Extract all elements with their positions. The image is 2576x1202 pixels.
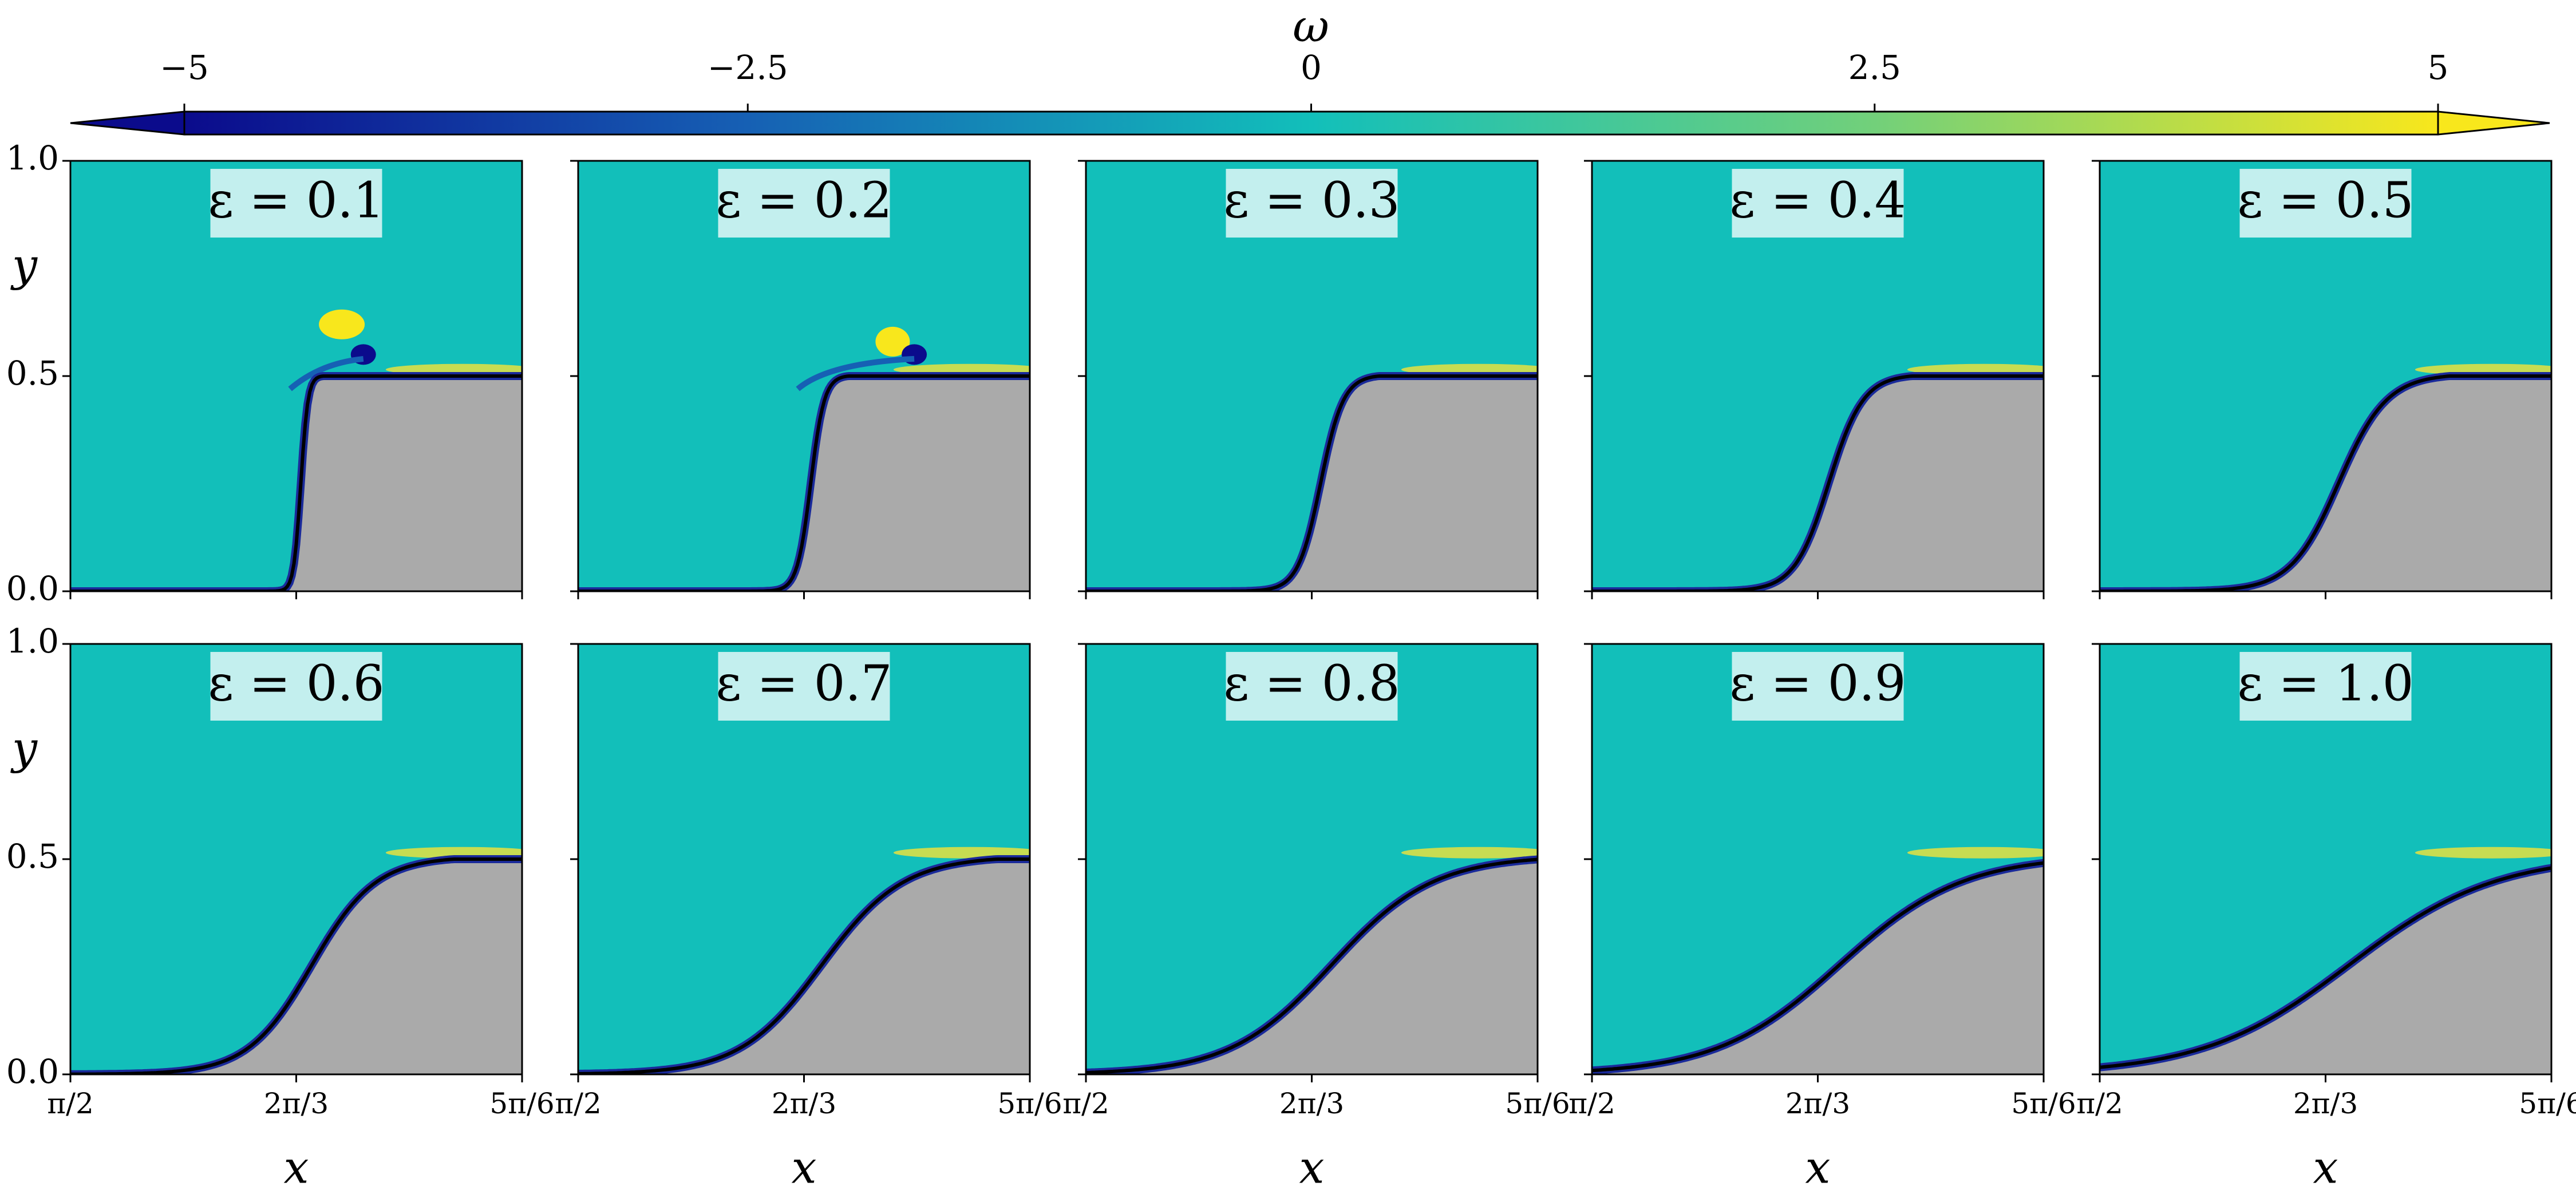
boundary — [1592, 861, 2044, 1073]
solid-region — [578, 376, 1030, 591]
x-tick-label: π/2 — [2076, 1087, 2123, 1120]
x-tick-label: 5π/6 — [2011, 1087, 2076, 1120]
title-box — [718, 169, 890, 238]
title-box — [1732, 169, 1904, 238]
shear-layer — [2415, 847, 2551, 859]
colorbar-extend-high — [2437, 110, 2550, 136]
solid-region — [1086, 859, 1538, 1074]
shear-layer — [1401, 847, 1538, 859]
solid-region — [1592, 863, 2044, 1074]
panel — [1086, 161, 1538, 591]
panel-title: ε = 0.2 — [716, 172, 892, 230]
title-box — [1732, 652, 1904, 721]
x-tick-label: π/2 — [1062, 1087, 1109, 1120]
x-axis-label: x — [1299, 1142, 1325, 1194]
x-tick-label: 5π/6 — [489, 1087, 554, 1120]
x-tick-label: π/2 — [555, 1087, 602, 1120]
x-axis-label: x — [1805, 1142, 1831, 1194]
shear-layer — [1907, 847, 2044, 859]
y-tick-label: 0.0 — [6, 1052, 59, 1091]
title-box — [2239, 652, 2412, 721]
y-axis-label: y — [10, 240, 38, 291]
panel-title: ε = 0.7 — [716, 655, 892, 713]
x-tick-label: 5π/6 — [1505, 1087, 1570, 1120]
solid-region — [70, 859, 522, 1074]
panel-title: ε = 0.3 — [1223, 172, 1400, 230]
panel-title: ε = 0.6 — [208, 655, 384, 713]
boundary — [2100, 866, 2551, 1069]
boundary — [1086, 857, 1538, 1074]
x-tick-label: 2π/3 — [2293, 1087, 2358, 1120]
title-box — [210, 169, 382, 238]
boundary — [578, 374, 1030, 591]
solid-region — [2100, 868, 2551, 1074]
x-tick-label: 2π/3 — [772, 1087, 836, 1120]
panel-title: ε = 1.0 — [2237, 655, 2413, 713]
panel — [1592, 161, 2044, 591]
colorbar-tick-label: 0 — [1301, 48, 1322, 87]
panel — [1086, 644, 1538, 1074]
solid-region — [578, 859, 1030, 1074]
x-tick-label: π/2 — [1568, 1087, 1615, 1120]
title-box — [718, 652, 890, 721]
x-tick-label: 2π/3 — [1279, 1087, 1344, 1120]
boundary — [70, 857, 522, 1074]
y-axis-label: y — [10, 723, 38, 774]
panel-title: ε = 0.5 — [2237, 172, 2413, 230]
solid-region — [2100, 376, 2551, 591]
colorbar — [183, 110, 2439, 136]
panel-title: ε = 0.1 — [208, 172, 384, 230]
x-axis-label: x — [792, 1142, 817, 1194]
x-tick-label: 5π/6 — [997, 1087, 1062, 1120]
y-tick-label: 0.5 — [6, 837, 59, 876]
colorbar-tick-label: −5 — [160, 48, 209, 87]
x-tick-label: 5π/6 — [2519, 1087, 2576, 1120]
colorbar-tick-label: 5 — [2428, 48, 2449, 87]
x-tick-label: 2π/3 — [264, 1087, 329, 1120]
colorbar-tick-label: 2.5 — [1848, 48, 1901, 87]
colorbar-label: ω — [1293, 1, 1329, 53]
title-box — [1226, 169, 1398, 238]
boundary — [1086, 374, 1538, 591]
x-tick-label: π/2 — [47, 1087, 94, 1120]
panel-title: ε = 0.9 — [1729, 655, 1906, 713]
boundary — [578, 857, 1030, 1074]
y-tick-label: 1.0 — [6, 622, 59, 661]
vortex — [319, 309, 365, 339]
solid-region — [1086, 376, 1538, 591]
y-tick-label: 0.5 — [6, 354, 59, 393]
y-tick-label: 0.0 — [6, 569, 59, 608]
boundary — [70, 374, 522, 591]
panel-title: ε = 0.8 — [1223, 655, 1400, 713]
colorbar-extend-low — [70, 110, 185, 136]
title-box — [210, 652, 382, 721]
x-axis-label: x — [2313, 1142, 2338, 1194]
y-tick-label: 1.0 — [6, 139, 59, 177]
colorbar-tick-label: −2.5 — [708, 48, 788, 87]
vortex — [875, 326, 910, 357]
x-tick-label: 2π/3 — [1785, 1087, 1850, 1120]
panel-title: ε = 0.4 — [1729, 172, 1906, 230]
solid-region — [70, 376, 522, 591]
x-axis-label: x — [284, 1142, 309, 1194]
solid-region — [1592, 376, 2044, 591]
vortex-filament — [796, 355, 915, 392]
vortex-filament — [288, 355, 364, 392]
title-box — [2239, 169, 2412, 238]
title-box — [1226, 652, 1398, 721]
boundary — [1592, 374, 2044, 591]
